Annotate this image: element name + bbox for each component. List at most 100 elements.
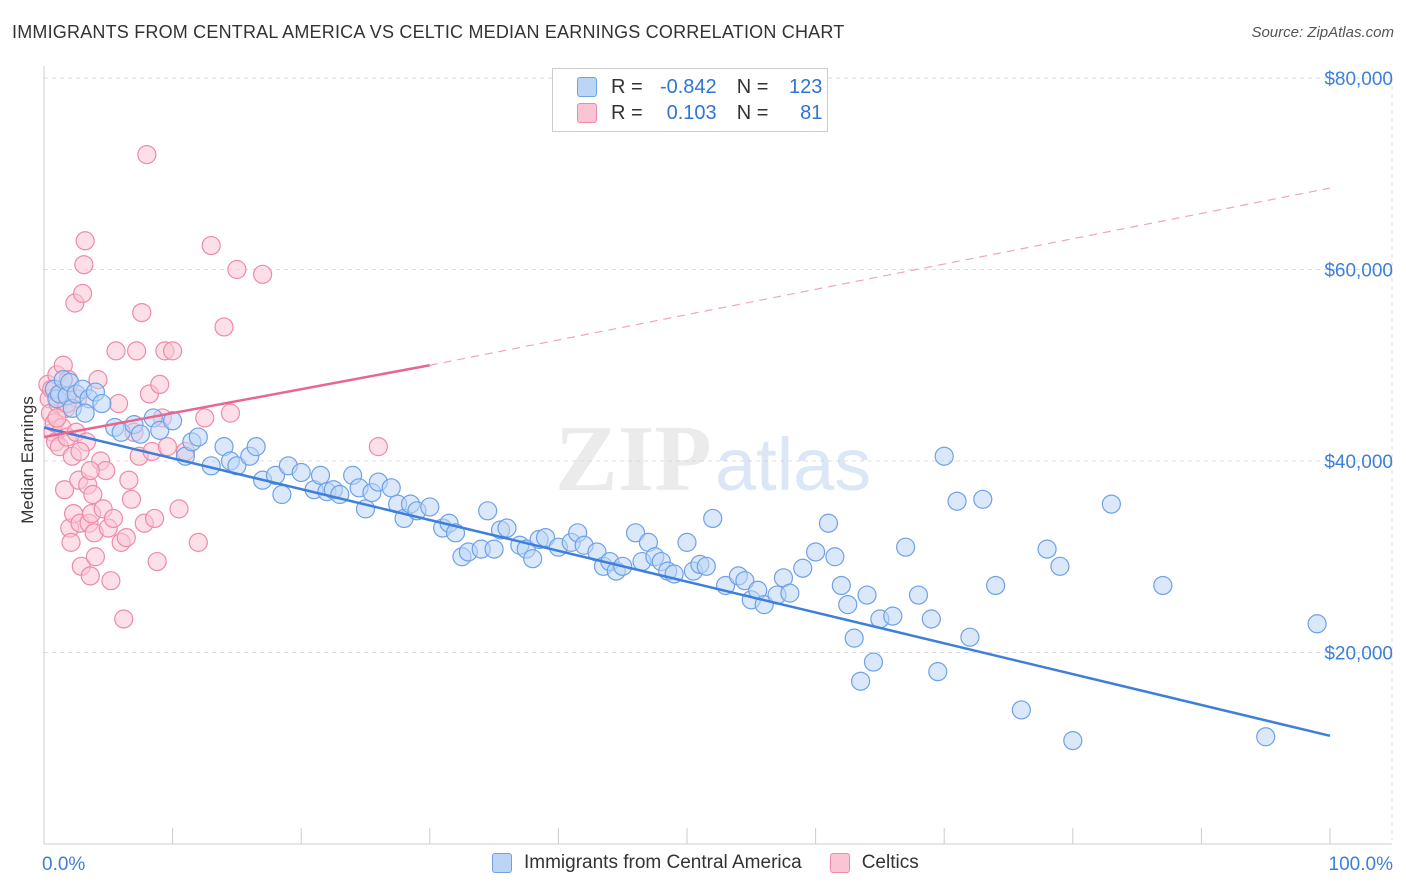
data-point xyxy=(863,652,884,672)
data-point xyxy=(85,547,106,567)
data-point xyxy=(144,508,165,529)
data-point xyxy=(1256,727,1276,747)
data-point xyxy=(195,408,215,428)
data-point xyxy=(805,542,826,562)
trend-line-immigrants xyxy=(43,426,1331,738)
data-point xyxy=(960,627,980,647)
data-point xyxy=(132,302,152,323)
legend-n-label: N = xyxy=(736,101,769,124)
data-point xyxy=(497,518,517,538)
data-point xyxy=(272,484,292,505)
x-tick-labels: 0.0% 100.0% xyxy=(42,854,1393,875)
legend-swatch-pink xyxy=(829,853,850,873)
data-point xyxy=(934,446,954,466)
data-point xyxy=(157,437,178,457)
data-point xyxy=(1037,539,1057,559)
x-tick-label: 100.0% xyxy=(1329,854,1394,875)
data-point xyxy=(116,527,136,548)
data-point xyxy=(1307,614,1327,634)
data-point xyxy=(420,497,440,517)
data-point xyxy=(101,571,121,591)
data-point xyxy=(150,374,170,394)
data-point xyxy=(1153,575,1173,596)
legend-n-value: 81 xyxy=(800,101,823,124)
data-point xyxy=(735,571,755,591)
data-point xyxy=(703,508,723,529)
y-tick-labels: $20,000 $40,000 $60,000 $80,000 xyxy=(1324,69,1393,665)
legend-r-label: R = xyxy=(611,75,643,98)
data-point xyxy=(1050,556,1070,576)
legend-r-label: R = xyxy=(611,101,643,124)
data-point xyxy=(150,420,170,440)
data-point xyxy=(921,609,941,629)
data-point xyxy=(61,532,81,552)
trend-line-celtics-extension xyxy=(429,187,1331,366)
y-tick-label: $80,000 xyxy=(1324,69,1393,90)
data-point xyxy=(227,259,247,280)
data-point xyxy=(119,470,139,490)
y-tick-label: $60,000 xyxy=(1324,261,1393,282)
data-point xyxy=(70,441,90,462)
axes xyxy=(43,66,1392,845)
data-point xyxy=(973,489,993,509)
data-point xyxy=(253,264,273,284)
data-point xyxy=(484,539,504,559)
legend-item-label: Celtics xyxy=(861,852,919,873)
data-point xyxy=(625,523,646,543)
legend-row-celtics: R = 0.103 N = 81 xyxy=(577,100,822,126)
data-point xyxy=(121,489,142,509)
data-point xyxy=(831,575,851,596)
data-point xyxy=(92,393,112,414)
data-point xyxy=(75,231,95,251)
data-point xyxy=(72,283,93,304)
data-point xyxy=(928,662,948,682)
data-point xyxy=(188,532,208,552)
data-point xyxy=(188,427,208,447)
data-point xyxy=(883,606,903,626)
data-point xyxy=(986,575,1006,596)
data-point xyxy=(838,595,858,615)
data-point xyxy=(1101,494,1121,514)
data-point xyxy=(163,341,183,361)
data-point xyxy=(780,583,800,603)
data-point xyxy=(310,465,331,485)
data-point xyxy=(1063,730,1083,751)
legend-n-label: N = xyxy=(736,75,769,98)
y-tick-label: $20,000 xyxy=(1324,644,1393,665)
watermark-atlas: atlas xyxy=(715,423,871,506)
data-point xyxy=(1011,700,1031,720)
legend-item-label: Immigrants from Central America xyxy=(524,852,802,873)
data-point xyxy=(220,403,241,423)
data-point xyxy=(246,437,266,457)
watermark: ZIP atlas xyxy=(555,407,871,511)
data-point xyxy=(80,566,100,586)
watermark-zip: ZIP xyxy=(555,407,712,511)
data-point xyxy=(478,501,498,521)
data-point xyxy=(381,478,401,498)
stats-legend: R = -0.842 N = 123 R = 0.103 N = 81 xyxy=(552,68,828,132)
y-axis-label: Median Earnings xyxy=(18,396,37,524)
legend-swatch-blue xyxy=(577,77,597,97)
data-point xyxy=(47,408,67,428)
legend-r-value: -0.842 xyxy=(659,75,717,98)
data-point xyxy=(677,532,697,552)
data-point xyxy=(793,558,813,578)
data-point xyxy=(265,465,286,485)
series-legend: Immigrants from Central America Celtics xyxy=(492,852,947,874)
data-point xyxy=(75,403,95,423)
data-point xyxy=(74,255,94,275)
trend-line-celtics xyxy=(43,364,431,439)
x-tick-label: 0.0% xyxy=(42,854,85,875)
data-point xyxy=(108,393,129,414)
data-point xyxy=(54,480,75,500)
data-point xyxy=(114,609,134,629)
data-point xyxy=(137,145,157,165)
data-point xyxy=(83,484,103,505)
data-point xyxy=(291,462,311,483)
legend-item-immigrants: Immigrants from Central America xyxy=(492,852,802,874)
legend-n-value: 123 xyxy=(789,75,823,98)
data-point xyxy=(523,549,543,569)
y-tick-label: $40,000 xyxy=(1324,452,1393,473)
data-point xyxy=(368,437,388,457)
